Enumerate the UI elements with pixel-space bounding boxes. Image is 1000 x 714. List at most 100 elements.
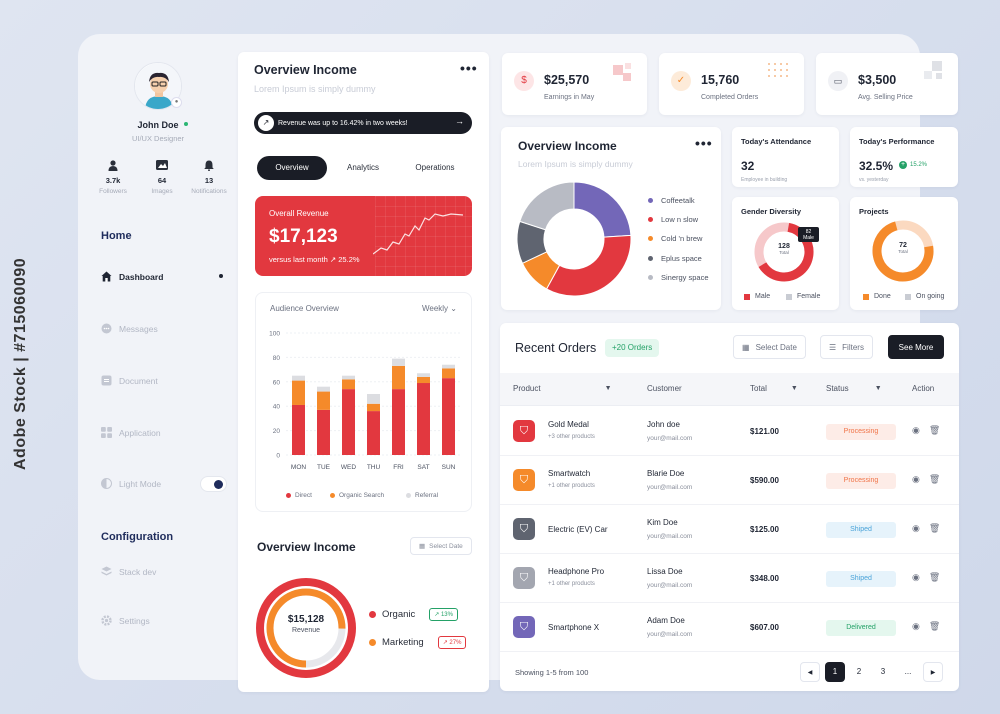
shopping-bag-icon: ⛉ xyxy=(513,420,535,442)
column-total[interactable]: Total ▼ xyxy=(750,384,798,393)
column-status[interactable]: Status ▼ xyxy=(826,384,882,393)
trash-icon[interactable]: 🗑 xyxy=(928,621,941,631)
sidebar-item-document[interactable]: Document xyxy=(101,375,158,386)
bar-segment[interactable] xyxy=(317,386,330,392)
see-more-button[interactable]: See More xyxy=(888,335,944,359)
page-button[interactable]: 3 xyxy=(880,667,886,676)
contrast-icon xyxy=(101,478,112,489)
sidebar-item-settings[interactable]: Settings xyxy=(101,615,150,626)
sidebar-item-messages[interactable]: Messages xyxy=(101,323,158,334)
revenue-ring-chart xyxy=(256,578,356,678)
bar-segment[interactable] xyxy=(442,364,455,369)
trend-icon: ↗ xyxy=(329,255,337,264)
bar-segment[interactable] xyxy=(342,375,355,380)
bar-segment[interactable] xyxy=(442,368,455,379)
sidebar-item-stack-dev[interactable]: Stack dev xyxy=(101,566,156,577)
sort-caret-icon: ▼ xyxy=(874,385,882,392)
ring-center: $15,128 Revenue xyxy=(274,614,338,634)
stack-icon xyxy=(101,566,112,577)
x-tick-label: SAT xyxy=(417,464,429,471)
kpi-avg-selling-price[interactable]: ▭ $3,500 Avg. Selling Price xyxy=(816,53,958,115)
bar-segment[interactable] xyxy=(292,380,305,405)
bar-segment[interactable] xyxy=(367,403,380,412)
x-tick-label: FRI xyxy=(393,464,404,471)
tab-operations[interactable]: Operations xyxy=(415,163,455,172)
chevron-down-icon: ⌄ xyxy=(450,304,457,313)
trash-icon[interactable]: 🗑 xyxy=(928,572,941,582)
legend-item: Cold 'n brew xyxy=(648,234,702,243)
bar-segment[interactable] xyxy=(342,379,355,390)
x-tick-label: TUE xyxy=(317,464,331,471)
column-product[interactable]: Product ▼ xyxy=(513,384,612,393)
legend-female: Female xyxy=(786,293,820,300)
select-date-button[interactable]: ▦ Select Date xyxy=(410,537,472,555)
eye-icon[interactable]: ◉ xyxy=(912,572,920,582)
bar-segment[interactable] xyxy=(317,409,330,455)
bar-segment[interactable] xyxy=(417,373,430,377)
filters-button[interactable]: ☰ Filters xyxy=(820,335,873,359)
table-row[interactable]: ⛉ Smartphone X Adam Doe your@mail.com $6… xyxy=(500,603,959,652)
bar-segment[interactable] xyxy=(342,389,355,455)
select-date-button[interactable]: ▦ Select Date xyxy=(733,335,806,359)
trash-icon[interactable]: 🗑 xyxy=(928,425,941,435)
page-button[interactable]: 1 xyxy=(825,662,845,682)
table-row[interactable]: ⛉ Electric (EV) Car Kim Doe your@mail.co… xyxy=(500,505,959,554)
light-mode-toggle[interactable] xyxy=(200,476,227,492)
bar-segment[interactable] xyxy=(417,376,430,384)
bar-segment[interactable] xyxy=(292,404,305,455)
donut-slice[interactable] xyxy=(573,181,632,238)
revenue-banner[interactable]: ↗ Revenue was up to 16.42% in two weeks!… xyxy=(254,112,472,134)
bar-segment[interactable] xyxy=(392,365,405,390)
table-row[interactable]: ⛉ Headphone Pro +1 other products Lissa … xyxy=(500,554,959,603)
more-options-icon[interactable]: ••• xyxy=(695,135,713,151)
gender-center: 128 Total xyxy=(768,243,800,255)
bar-segment[interactable] xyxy=(392,358,405,366)
bar-segment[interactable] xyxy=(417,383,430,455)
tab-overview[interactable]: Overview xyxy=(257,156,327,180)
x-tick-label: THU xyxy=(367,464,381,471)
more-options-icon[interactable]: ••• xyxy=(460,60,478,76)
trash-icon[interactable]: 🗑 xyxy=(928,523,941,533)
sidebar-item-dashboard[interactable]: Dashboard xyxy=(101,271,163,282)
donut-slice[interactable] xyxy=(519,181,575,231)
prev-page-button[interactable]: ◀ xyxy=(800,662,820,682)
trash-icon[interactable]: 🗑 xyxy=(928,474,941,484)
eye-icon[interactable]: ◉ xyxy=(912,474,920,484)
donut-slice[interactable] xyxy=(545,234,632,297)
ring-value: $15,128 xyxy=(287,614,325,625)
card-title: Recent Orders xyxy=(515,341,597,355)
bar-segment[interactable] xyxy=(442,378,455,455)
eye-icon[interactable]: ◉ xyxy=(912,621,920,631)
stat-images[interactable]: 64 Images xyxy=(142,160,182,195)
period-select[interactable]: Weekly ⌄ xyxy=(422,304,457,313)
status-badge: Shiped xyxy=(826,571,896,587)
next-page-button[interactable]: ▶ xyxy=(923,662,943,682)
avatar[interactable] xyxy=(134,62,182,110)
bar-segment[interactable] xyxy=(367,411,380,455)
table-row[interactable]: ⛉ Smartwatch +1 other products Blarie Do… xyxy=(500,456,959,505)
sidebar-item-application[interactable]: Application xyxy=(101,427,161,438)
column-customer[interactable]: Customer xyxy=(647,384,682,393)
kpi-earnings[interactable]: $ $25,570 Earnings in May xyxy=(502,53,647,115)
table-row[interactable]: ⛉ Gold Medal +3 other products John doe … xyxy=(500,407,959,456)
eye-icon[interactable]: ◉ xyxy=(912,523,920,533)
kpi-label: Earnings in May xyxy=(544,94,595,101)
gender-donut-chart xyxy=(754,222,814,282)
page-button[interactable]: 2 xyxy=(856,667,862,676)
card-title: Projects xyxy=(859,207,889,216)
stat-notifications[interactable]: 13 Notifications xyxy=(188,160,230,195)
product-sub: +1 other products xyxy=(548,581,595,587)
tab-analytics[interactable]: Analytics xyxy=(346,163,379,172)
sort-caret-icon: ▼ xyxy=(604,385,612,392)
stat-followers[interactable]: 3.7k Followers xyxy=(93,160,133,195)
bar-segment[interactable] xyxy=(367,394,380,404)
kpi-completed-orders[interactable]: ✓ 15,760 Completed Orders xyxy=(659,53,804,115)
bar-segment[interactable] xyxy=(392,389,405,455)
eye-icon[interactable]: ◉ xyxy=(912,425,920,435)
avatar-edit-icon[interactable]: ● xyxy=(171,97,182,108)
legend-label: Done xyxy=(874,293,891,300)
bar-segment[interactable] xyxy=(317,391,330,410)
calendar-icon: ▦ xyxy=(419,543,426,550)
bar-segment[interactable] xyxy=(292,375,305,381)
sidebar-item-light-mode[interactable]: Light Mode xyxy=(101,478,161,489)
